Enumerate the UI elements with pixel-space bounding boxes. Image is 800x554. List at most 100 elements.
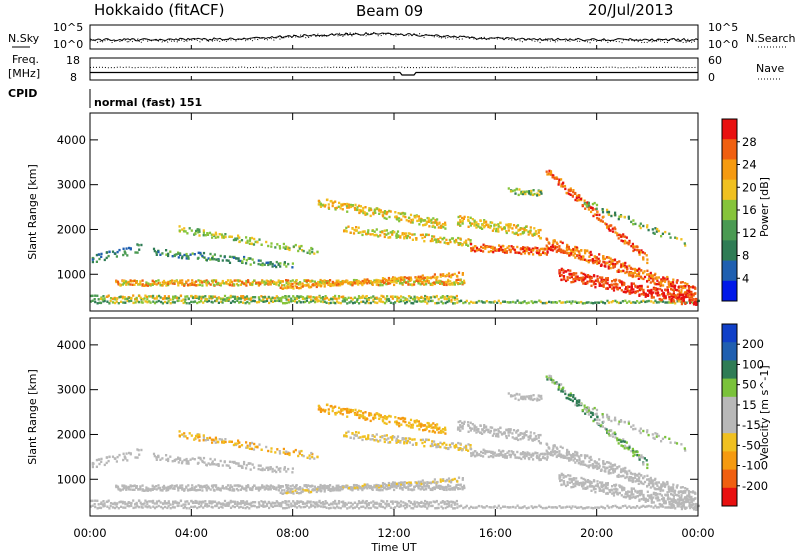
velocity-echo-point <box>375 501 378 504</box>
power-echo-point <box>555 301 558 304</box>
power-echo-point <box>157 279 160 282</box>
velocity-echo-point <box>211 486 214 489</box>
velocity-echo-point <box>201 486 204 489</box>
colorbar-segment <box>722 280 737 302</box>
power-echo-point <box>250 296 253 300</box>
velocity-echo-point <box>443 446 446 449</box>
velocity-echo-point <box>183 458 186 462</box>
power-echo-point <box>430 237 434 241</box>
y-tick-label: 4000 <box>57 133 86 147</box>
power-echo-point <box>394 295 397 298</box>
velocity-echo-point <box>350 501 353 505</box>
velocity-echo-point <box>403 483 406 487</box>
power-echo-point <box>375 228 378 231</box>
power-echo-point <box>614 227 617 231</box>
power-echo-point <box>495 227 498 231</box>
power-echo-point <box>296 295 299 298</box>
power-echo-point <box>566 243 569 247</box>
power-echo-point <box>666 293 669 296</box>
power-echo-point <box>326 281 329 285</box>
power-echo-point <box>379 210 382 214</box>
velocity-echo-point <box>121 488 124 491</box>
velocity-echo-point <box>408 437 412 440</box>
velocity-echo-point <box>429 487 432 491</box>
power-echo-point <box>136 251 139 254</box>
power-echo-point <box>121 280 124 283</box>
velocity-echo-point <box>337 410 340 413</box>
velocity-echo-point <box>242 462 246 466</box>
power-echo-point <box>648 291 651 294</box>
velocity-echo-point <box>671 506 674 509</box>
velocity-echo-point <box>615 505 619 509</box>
power-echo-point <box>374 301 377 304</box>
power-echo-point <box>672 289 675 293</box>
velocity-echo-point <box>386 500 389 503</box>
power-echo-point <box>290 300 293 303</box>
power-echo-point <box>239 259 242 263</box>
power-echo-point <box>670 288 673 291</box>
power-echo-point <box>625 268 629 271</box>
power-echo-point <box>172 298 175 301</box>
velocity-echo-point <box>379 489 382 492</box>
velocity-echo-point <box>379 502 383 506</box>
velocity-echo-point <box>422 482 425 485</box>
power-echo-point <box>171 279 174 282</box>
power-echo-point <box>396 299 399 303</box>
velocity-echo-point <box>190 434 193 437</box>
power-echo-point <box>303 279 306 283</box>
power-echo-point <box>518 301 521 304</box>
velocity-echo-point <box>195 489 198 492</box>
power-echo-point <box>148 300 151 303</box>
power-echo-point <box>607 210 611 214</box>
velocity-echo-point <box>209 463 212 466</box>
velocity-echo-point <box>290 505 293 508</box>
power-echo-point <box>404 297 407 300</box>
velocity-echo-point <box>334 413 337 416</box>
power-echo-point <box>163 295 166 298</box>
velocity-echo-point <box>283 468 286 471</box>
power-echo-point <box>548 173 551 176</box>
power-echo-point <box>238 236 241 239</box>
power-echo-point <box>661 300 665 303</box>
velocity-echo-point <box>550 506 553 509</box>
velocity-echo-point <box>646 505 649 508</box>
velocity-echo-point <box>344 408 347 411</box>
velocity-echo-point <box>304 505 307 509</box>
power-echo-point <box>451 283 454 286</box>
velocity-echo-point <box>463 446 466 449</box>
power-echo-point <box>396 230 400 233</box>
colorbar-tick-label: 12 <box>742 226 757 240</box>
power-echo-point <box>436 218 439 221</box>
power-echo-point <box>659 298 662 301</box>
velocity-echo-point <box>282 447 285 451</box>
power-echo-point <box>432 295 435 298</box>
power-echo-point <box>137 300 140 304</box>
power-echo-point <box>389 295 393 298</box>
power-echo-point <box>319 204 322 207</box>
power-echo-point <box>359 231 362 234</box>
power-echo-point <box>690 293 693 296</box>
velocity-echo-point <box>167 459 170 463</box>
velocity-echo-point <box>371 486 374 489</box>
power-echo-point <box>442 223 445 226</box>
power-echo-point <box>446 300 449 304</box>
velocity-echo-point <box>202 456 206 460</box>
power-echo-point <box>458 300 461 303</box>
power-echo-point <box>327 203 330 206</box>
velocity-echo-point <box>125 488 128 491</box>
power-echo-point <box>499 301 502 305</box>
velocity-echo-point <box>405 439 408 443</box>
power-echo-point <box>684 292 687 295</box>
velocity-echo-point <box>319 485 322 489</box>
power-echo-point <box>161 252 164 255</box>
velocity-echo-point <box>148 505 151 508</box>
power-echo-point <box>521 247 524 251</box>
power-echo-point <box>186 295 189 298</box>
power-echo-point <box>580 249 583 252</box>
power-echo-point <box>126 299 129 303</box>
power-echo-point <box>646 280 649 283</box>
power-echo-point <box>211 279 214 282</box>
power-echo-point <box>622 264 625 268</box>
power-echo-point <box>306 295 309 298</box>
power-echo-point <box>222 298 225 301</box>
